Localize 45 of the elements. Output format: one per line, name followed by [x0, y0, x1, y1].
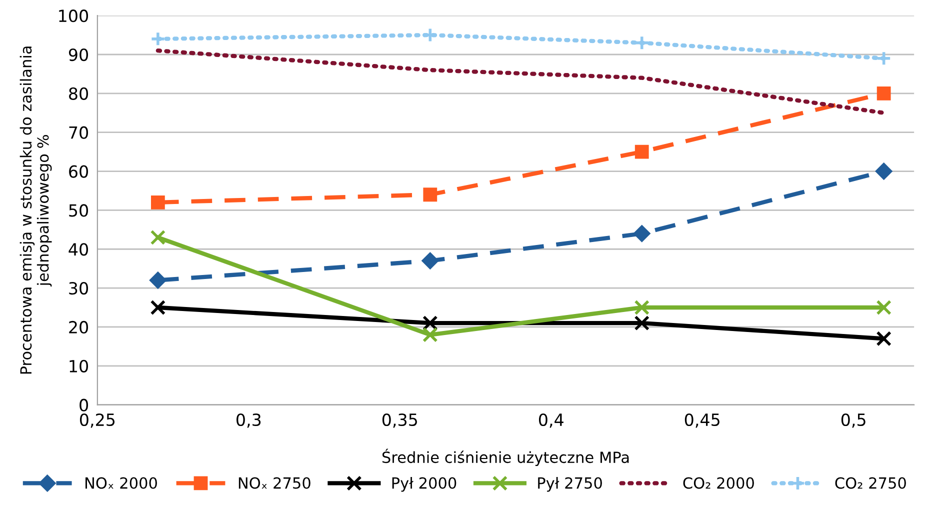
legend-label: CO₂ 2000: [683, 477, 754, 489]
legend-label: NOₓ 2750: [238, 477, 310, 489]
y-axis-title: Procentowa emisja w stosunku do zasilania jednopaliwowego %: [20, 46, 52, 374]
point: [150, 31, 166, 47]
x-axis-title: Średnie ciśnienie użyteczne MPa: [382, 448, 629, 466]
point: [422, 315, 438, 331]
point: [876, 331, 892, 346]
point: [423, 188, 438, 202]
x-tick-label: 0,4: [538, 413, 564, 428]
point: [150, 230, 166, 246]
y-tick-label: 10: [70, 360, 88, 372]
legend-label: CO₂ 2750: [835, 477, 906, 489]
point: [150, 272, 166, 289]
legend-label: Pył 2000: [392, 476, 456, 492]
y-tick-label: 70: [69, 126, 88, 139]
y-tick-label: 50: [69, 204, 88, 217]
point: [876, 163, 892, 180]
y-tick-label: 0: [80, 398, 88, 412]
legend-label: NOₓ 2000: [86, 477, 157, 489]
point: [634, 144, 649, 159]
line-series: [156, 48, 886, 115]
x-tick-label: 0,35: [382, 413, 417, 428]
y-tick-label: 20: [69, 320, 88, 334]
point: [876, 300, 892, 316]
x-tick-label: 0,5: [841, 413, 866, 428]
point: [150, 300, 166, 316]
x-tick-label: 0,3: [236, 413, 261, 428]
y-tick-label: 60: [69, 165, 88, 178]
x-tick-label: 0,25: [80, 413, 115, 428]
y-tick-label: 80: [69, 87, 88, 100]
point: [150, 195, 165, 210]
point: [876, 50, 892, 66]
point: [422, 252, 438, 270]
y-tick-label: 30: [69, 282, 88, 295]
y-tick-label: 90: [68, 48, 88, 62]
x-tick-label: 0,45: [684, 413, 720, 428]
point: [422, 327, 438, 342]
y-tick-label: 100: [59, 10, 88, 22]
y-tick-label: 40: [68, 243, 88, 256]
point: [634, 225, 650, 242]
point: [634, 300, 650, 316]
point: [634, 35, 650, 50]
legend-label: Pył 2750: [538, 476, 602, 492]
point: [634, 315, 650, 331]
point: [876, 86, 891, 100]
